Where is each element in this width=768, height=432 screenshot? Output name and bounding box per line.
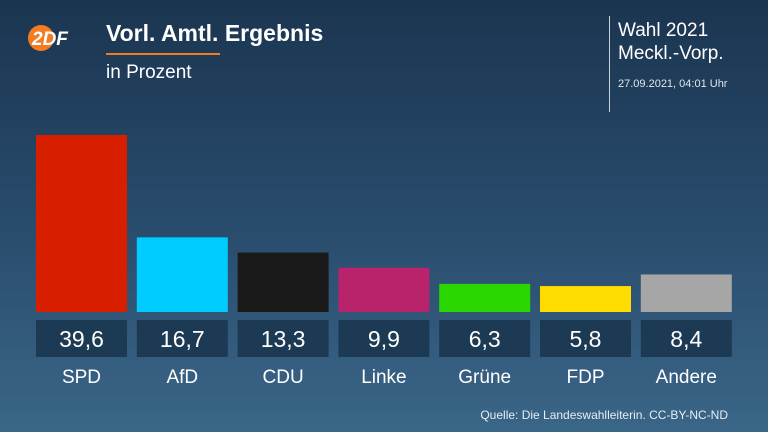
title-underline	[106, 53, 220, 55]
value-box-andere	[640, 320, 732, 357]
value-box-fdp	[540, 320, 631, 357]
value-box-grüne	[439, 320, 531, 357]
bar-cdu	[237, 252, 329, 312]
election-timestamp: 27.09.2021, 04:01 Uhr	[618, 78, 728, 90]
category-label-fdp: FDP	[567, 367, 605, 388]
value-box-spd	[36, 320, 127, 357]
election-title: Wahl 2021	[618, 20, 709, 41]
category-label-afd: AfD	[166, 367, 198, 388]
bar-linke	[338, 267, 430, 312]
value-label-linke: 9,9	[368, 326, 400, 352]
category-label-spd: SPD	[62, 367, 101, 388]
value-box-afd	[136, 320, 228, 357]
chart-title: Vorl. Amtl. Ergebnis	[106, 20, 324, 46]
value-label-spd: 39,6	[59, 326, 104, 352]
value-box-cdu	[237, 320, 329, 357]
bar-andere	[640, 274, 732, 312]
chart-subtitle: in Prozent	[106, 62, 192, 83]
value-box-linke	[338, 320, 430, 357]
value-label-fdp: 5,8	[570, 326, 602, 352]
bar-spd	[36, 135, 127, 312]
source-note: Quelle: Die Landeswahlleiterin. CC-BY-NC…	[480, 408, 728, 422]
value-label-andere: 8,4	[670, 326, 702, 352]
value-label-cdu: 13,3	[261, 326, 306, 352]
election-region: Meckl.-Vorp.	[618, 43, 724, 64]
zdf-logo: 2DF	[28, 25, 69, 51]
bar-grüne	[439, 283, 531, 312]
category-label-andere: Andere	[656, 367, 717, 388]
value-label-grüne: 6,3	[469, 326, 501, 352]
category-label-linke: Linke	[361, 367, 406, 388]
category-label-cdu: CDU	[263, 367, 304, 388]
value-label-afd: 16,7	[160, 326, 205, 352]
bar-afd	[136, 237, 228, 312]
header-divider	[609, 16, 610, 112]
bar-fdp	[540, 286, 631, 312]
zdf-logo-text: 2DF	[31, 29, 69, 50]
zdf-logo-circle	[28, 25, 54, 51]
category-label-grüne: Grüne	[458, 367, 511, 388]
